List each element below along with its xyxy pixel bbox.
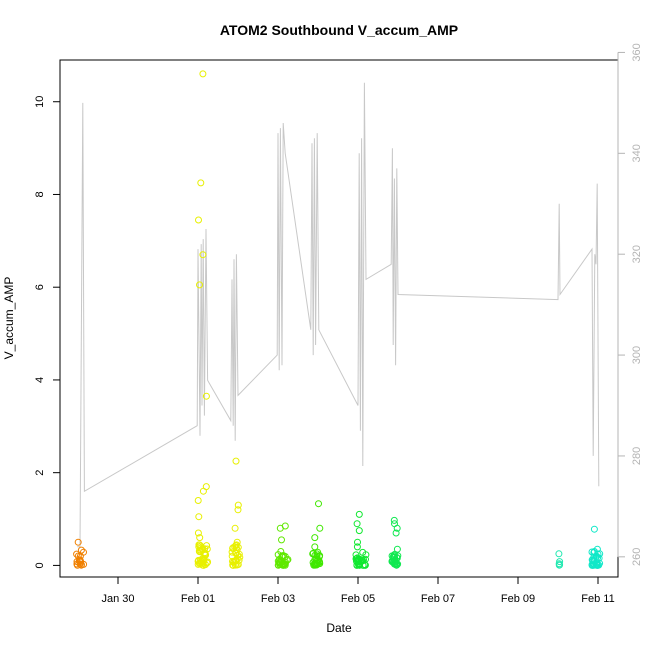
data-point: [593, 545, 601, 553]
data-point: [276, 559, 284, 567]
data-point: [355, 510, 363, 518]
data-point: [353, 543, 361, 551]
data-point: [201, 545, 209, 553]
scatter-layer: [73, 70, 604, 569]
data-point: [199, 70, 207, 78]
data-point: [590, 561, 598, 568]
x-tick-label: Feb 11: [581, 593, 614, 605]
data-point: [390, 558, 398, 566]
data-point: [236, 553, 244, 561]
data-point: [590, 525, 598, 533]
y2-tick-label: 320: [631, 245, 643, 263]
data-point: [199, 251, 207, 259]
data-point: [197, 179, 205, 187]
data-point: [315, 553, 323, 561]
data-point: [278, 536, 285, 544]
data-point: [233, 546, 241, 554]
plot-frame: [59, 59, 619, 578]
data-point: [309, 550, 317, 558]
data-point: [231, 524, 239, 532]
data-point: [194, 560, 202, 568]
data-point: [274, 561, 282, 569]
y-tick-label: 4: [34, 377, 46, 383]
data-point: [355, 557, 363, 565]
y-tick-label: 10: [34, 96, 46, 108]
data-point: [274, 557, 282, 565]
data-point: [391, 520, 398, 528]
data-point: [194, 529, 202, 537]
data-point: [311, 534, 319, 542]
data-point: [232, 457, 240, 465]
data-point: [589, 559, 597, 567]
data-point: [316, 524, 324, 532]
data-point: [555, 561, 563, 569]
x-tick-label: Feb 07: [421, 593, 455, 605]
data-point: [555, 550, 563, 558]
y-tick-label: 8: [34, 191, 46, 197]
y2-tick-label: 360: [631, 43, 643, 61]
data-point: [277, 548, 285, 555]
data-point: [196, 281, 203, 289]
data-point: [354, 538, 361, 546]
data-point: [393, 545, 401, 553]
data-point: [196, 546, 204, 554]
y-tick-label: 2: [34, 470, 46, 476]
data-point: [232, 550, 240, 557]
y2-tick-label: 340: [631, 144, 643, 162]
data-point: [202, 392, 210, 400]
data-point: [392, 529, 400, 537]
y2-tick-label: 260: [631, 548, 643, 566]
data-point: [195, 216, 202, 224]
data-point: [235, 556, 243, 564]
x-axis-label: Date: [326, 621, 352, 635]
data-point: [355, 527, 363, 535]
data-point: [394, 552, 402, 560]
data-point: [74, 538, 82, 546]
y-tick-label: 6: [34, 284, 46, 290]
y-axis-label: V_accum_AMP: [2, 277, 16, 360]
data-point: [310, 561, 318, 569]
x-tick-label: Feb 05: [341, 593, 375, 605]
data-point: [203, 559, 211, 567]
x-tick-label: Feb 09: [501, 593, 535, 605]
data-point: [234, 501, 242, 509]
x-tick-label: Jan 30: [101, 593, 134, 605]
x-tick-label: Feb 01: [181, 593, 215, 605]
data-point: [194, 497, 202, 504]
data-point: [281, 553, 289, 560]
data-point: [353, 520, 361, 528]
data-point: [394, 560, 402, 568]
data-point: [202, 483, 210, 491]
data-point: [356, 561, 363, 569]
data-point: [234, 506, 242, 514]
data-point: [75, 557, 83, 565]
y2-tick-label: 300: [631, 346, 643, 364]
secondary-series-line: [77, 82, 600, 548]
data-point: [311, 560, 319, 568]
data-point: [80, 560, 88, 568]
data-point: [233, 538, 241, 546]
data-point: [281, 522, 289, 530]
data-point: [201, 550, 209, 558]
data-point: [232, 561, 239, 569]
data-point: [315, 558, 323, 566]
y2-tick-label: 280: [631, 447, 643, 465]
x-tick-label: Feb 03: [261, 593, 295, 605]
secondary-line-layer: [77, 82, 600, 548]
data-point: [315, 500, 322, 508]
data-point: [390, 516, 398, 524]
y-tick-label: 0: [34, 562, 46, 568]
data-point: [311, 543, 319, 551]
axes: Jan 30 Feb 01 Feb 03 Feb 05 Feb 07 Feb 09 Feb …: [34, 43, 643, 605]
data-point: [196, 534, 204, 542]
data-point: [77, 546, 85, 554]
chart-title: ATOM2 Southbound V_accum_AMP: [220, 22, 458, 38]
data-point: [195, 513, 203, 521]
data-point: [357, 556, 365, 564]
data-point: [73, 550, 81, 558]
